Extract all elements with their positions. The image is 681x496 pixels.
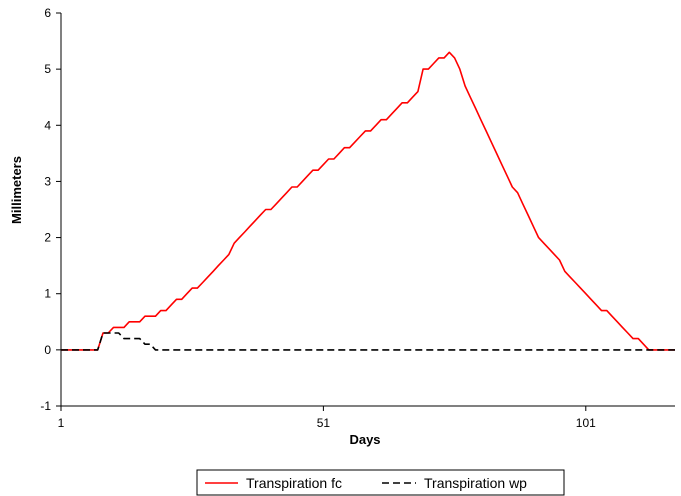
y-tick-label: 2 — [44, 231, 51, 245]
y-tick-label: 5 — [44, 62, 51, 76]
x-axis-title: Days — [349, 432, 380, 447]
y-tick-label: 0 — [44, 343, 51, 357]
y-tick-label: 6 — [44, 6, 51, 20]
y-tick-label: 4 — [44, 118, 51, 132]
series-line-transpiration-wp — [61, 332, 675, 351]
x-ticks: 1 51 101 — [58, 406, 596, 430]
legend-label-fc: Transpiration fc — [246, 475, 342, 491]
x-tick-label: 101 — [576, 416, 596, 430]
y-tick-label: -1 — [40, 399, 51, 413]
x-tick-label: 51 — [317, 416, 331, 430]
x-tick-label: 1 — [58, 416, 65, 430]
series-layer — [61, 51, 675, 351]
legend-box — [196, 469, 565, 496]
y-axis-title: Millimeters — [9, 156, 24, 224]
legend-label-wp: Transpiration wp — [424, 475, 527, 491]
legend: Transpiration fc Transpiration wp — [196, 469, 565, 496]
y-tick-label: 3 — [44, 174, 51, 188]
axes — [60, 13, 675, 407]
y-tick-label: 1 — [44, 287, 51, 301]
y-ticks: -1 0 1 2 3 4 5 6 — [40, 6, 61, 413]
series-line-transpiration-fc — [61, 51, 675, 351]
